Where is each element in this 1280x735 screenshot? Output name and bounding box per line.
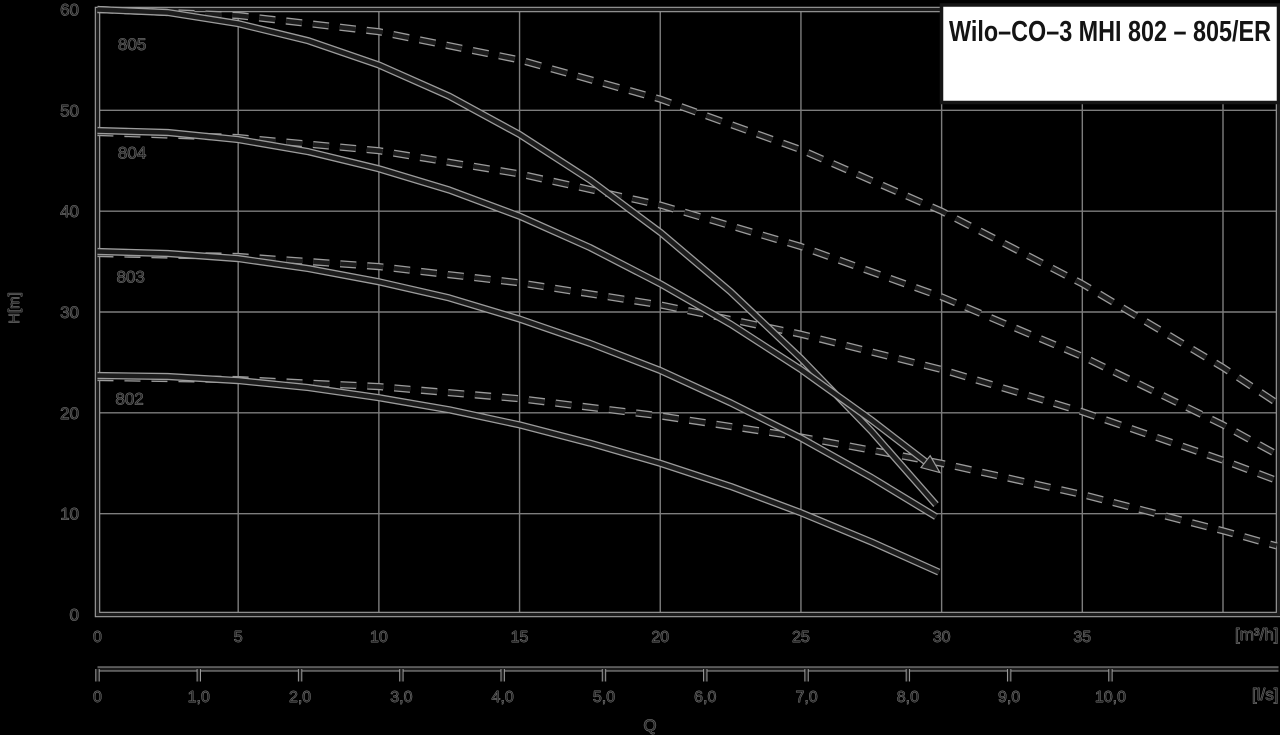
x-axis-unit-m3h: [m³/h] — [1235, 625, 1278, 644]
curve-803-solid — [97, 249, 938, 519]
y-tick-label: 10 — [60, 505, 79, 524]
curve-802-solid — [97, 371, 941, 576]
x-tick-label: 25 — [792, 629, 810, 646]
chart-title: Wilo–CO–3 MHI 802 – 805/ER — [949, 16, 1271, 48]
pump-curves — [97, 5, 1279, 576]
x-axis-quantity-label: Q — [643, 716, 656, 735]
y-axis-label: H[m] — [6, 292, 23, 324]
x-tick-label: 0 — [93, 629, 102, 646]
curve-802-dashed — [97, 375, 1278, 549]
curve-802-dashed — [97, 373, 1278, 550]
x-tick-label: 10 — [370, 629, 388, 646]
curve-label-805: 805 — [118, 35, 146, 54]
y-tick-label: 30 — [60, 303, 79, 322]
ls-tick-label: 0 — [93, 689, 102, 706]
x-tick-label: 30 — [933, 629, 951, 646]
title-box-rect — [939, 3, 1280, 105]
curve-label-804: 804 — [118, 144, 146, 163]
ls-tick-label: 5,0 — [593, 689, 615, 706]
curve-805-solid — [97, 7, 938, 507]
title-box: Wilo–CO–3 MHI 802 – 805/ER — [939, 3, 1280, 105]
ls-tick-label: 7,0 — [795, 689, 817, 706]
plot-frame-rect — [95, 7, 1280, 617]
ls-tick-label: 10,0 — [1095, 689, 1126, 706]
y-tick-label: 50 — [60, 101, 79, 120]
ls-tick-label: 8,0 — [897, 689, 919, 706]
curve-805-dashed — [97, 7, 1278, 405]
y-tick-label: 40 — [60, 202, 79, 221]
curve-804-solid — [97, 128, 932, 468]
ls-tick-label: 9,0 — [998, 689, 1020, 706]
ls-tick-label: 4,0 — [492, 689, 514, 706]
x-tick-label: 20 — [651, 629, 669, 646]
x-tick-label: 35 — [1073, 629, 1091, 646]
curve-804-solid — [97, 126, 933, 469]
y-tick-label: 60 — [60, 1, 79, 20]
curve-802-solid — [97, 373, 940, 575]
curve-803-solid — [97, 247, 938, 520]
curve-end-arrow-804-solid — [920, 454, 942, 474]
axis-and-curve-labels: 805 804 803 802 0 10 20 30 40 50 60 H[m] 0 5 10 15 20 25 3… — [6, 0, 1279, 646]
curve-label-802: 802 — [115, 390, 143, 409]
y-tick-label: 20 — [60, 404, 79, 423]
ls-tick-label: 6,0 — [694, 689, 716, 706]
curve-804-dashed — [97, 130, 1278, 457]
curve-label-803: 803 — [117, 268, 145, 287]
x-tick-label: 5 — [234, 629, 243, 646]
plot-frame — [94, 6, 1280, 618]
secondary-axis-ls: 0 1,0 2,0 3,0 4,0 5,0 6,0 7,0 8,0 9,0 10,0 [l/s] Q — [93, 666, 1279, 735]
x-tick-label: 15 — [511, 629, 529, 646]
ls-tick-label: 1,0 — [188, 689, 210, 706]
ls-tick-label: 2,0 — [289, 689, 311, 706]
ls-tick-label: 3,0 — [390, 689, 412, 706]
y-tick-label: 0 — [70, 606, 79, 625]
x-axis-unit-ls: [l/s] — [1252, 685, 1278, 704]
